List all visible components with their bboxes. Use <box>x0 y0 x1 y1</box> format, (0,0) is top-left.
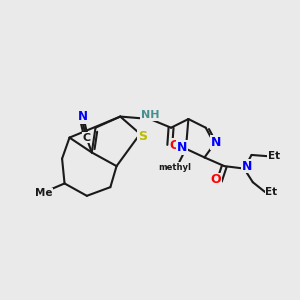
Text: methyl: methyl <box>158 163 191 172</box>
Text: N: N <box>210 136 221 149</box>
Text: C: C <box>83 133 91 142</box>
Text: N: N <box>78 110 88 123</box>
Text: N: N <box>177 141 188 154</box>
Text: Et: Et <box>265 187 278 197</box>
Text: Et: Et <box>268 151 280 161</box>
Text: O: O <box>210 173 221 186</box>
Text: O: O <box>169 139 180 152</box>
Text: Me: Me <box>35 188 52 198</box>
Text: NH: NH <box>141 110 159 120</box>
Text: S: S <box>138 130 147 143</box>
Text: N: N <box>242 160 252 172</box>
